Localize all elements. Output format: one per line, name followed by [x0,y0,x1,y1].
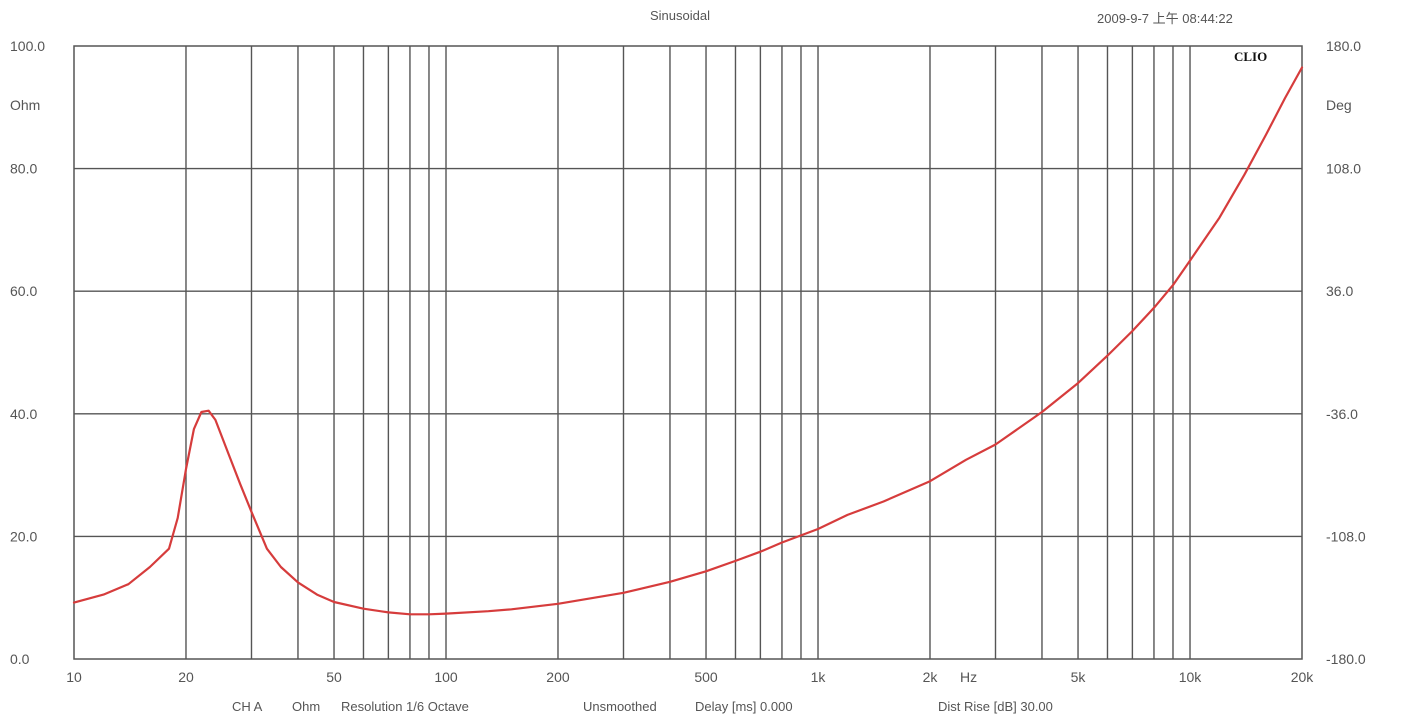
y2-axis-unit: Deg [1326,97,1352,113]
y2-tick-label: -108.0 [1326,528,1366,544]
y-tick-label: 40.0 [10,406,37,422]
footer-unit: Ohm [292,699,320,714]
impedance-curve [72,66,1304,616]
y-tick-label: 100.0 [10,38,45,54]
x-axis-unit: Hz [960,669,977,685]
y-tick-label: 60.0 [10,283,37,299]
y2-tick-label: 36.0 [1326,283,1353,299]
x-tick-label: 1k [811,669,827,685]
timestamp: 2009-9-7 上午 08:44:22 [1097,11,1233,26]
tick-labels: 10 20 50 100 200 500 1k 2k 5k 10k 20k 0.0 20.0 40.0 60… [10,38,1366,685]
x-tick-label: 200 [546,669,570,685]
x-tick-label: 10 [66,669,82,685]
chart-subtitle: Sinusoidal [650,8,710,23]
x-tick-label: 20 [178,669,194,685]
plot-frame [73,45,1303,660]
footer-smoothing: Unsmoothed [583,699,657,714]
y-tick-label: 0.0 [10,651,30,667]
y2-tick-label: 108.0 [1326,161,1361,177]
footer-delay: Delay [ms] 0.000 [695,699,793,714]
x-tick-label: 10k [1179,669,1203,685]
y-tick-label: 20.0 [10,528,37,544]
x-tick-label: 20k [1291,669,1315,685]
x-tick-label: 2k [923,669,939,685]
y2-tick-label: 180.0 [1326,38,1361,54]
y-tick-label: 80.0 [10,161,37,177]
x-tick-label: 50 [326,669,342,685]
x-tick-label: 100 [434,669,458,685]
brand-logo: CLIO [1234,49,1267,64]
y2-tick-label: -180.0 [1326,651,1366,667]
grid [74,46,1302,659]
footer-resolution: Resolution 1/6 Octave [341,699,469,714]
x-tick-label: 5k [1071,669,1087,685]
y2-tick-label: -36.0 [1326,406,1358,422]
x-tick-label: 500 [694,669,718,685]
curve-layer [72,66,1304,616]
footer-dist-rise: Dist Rise [dB] 30.00 [938,699,1053,714]
y-axis-unit: Ohm [10,97,40,113]
footer-channel: CH A [232,699,263,714]
